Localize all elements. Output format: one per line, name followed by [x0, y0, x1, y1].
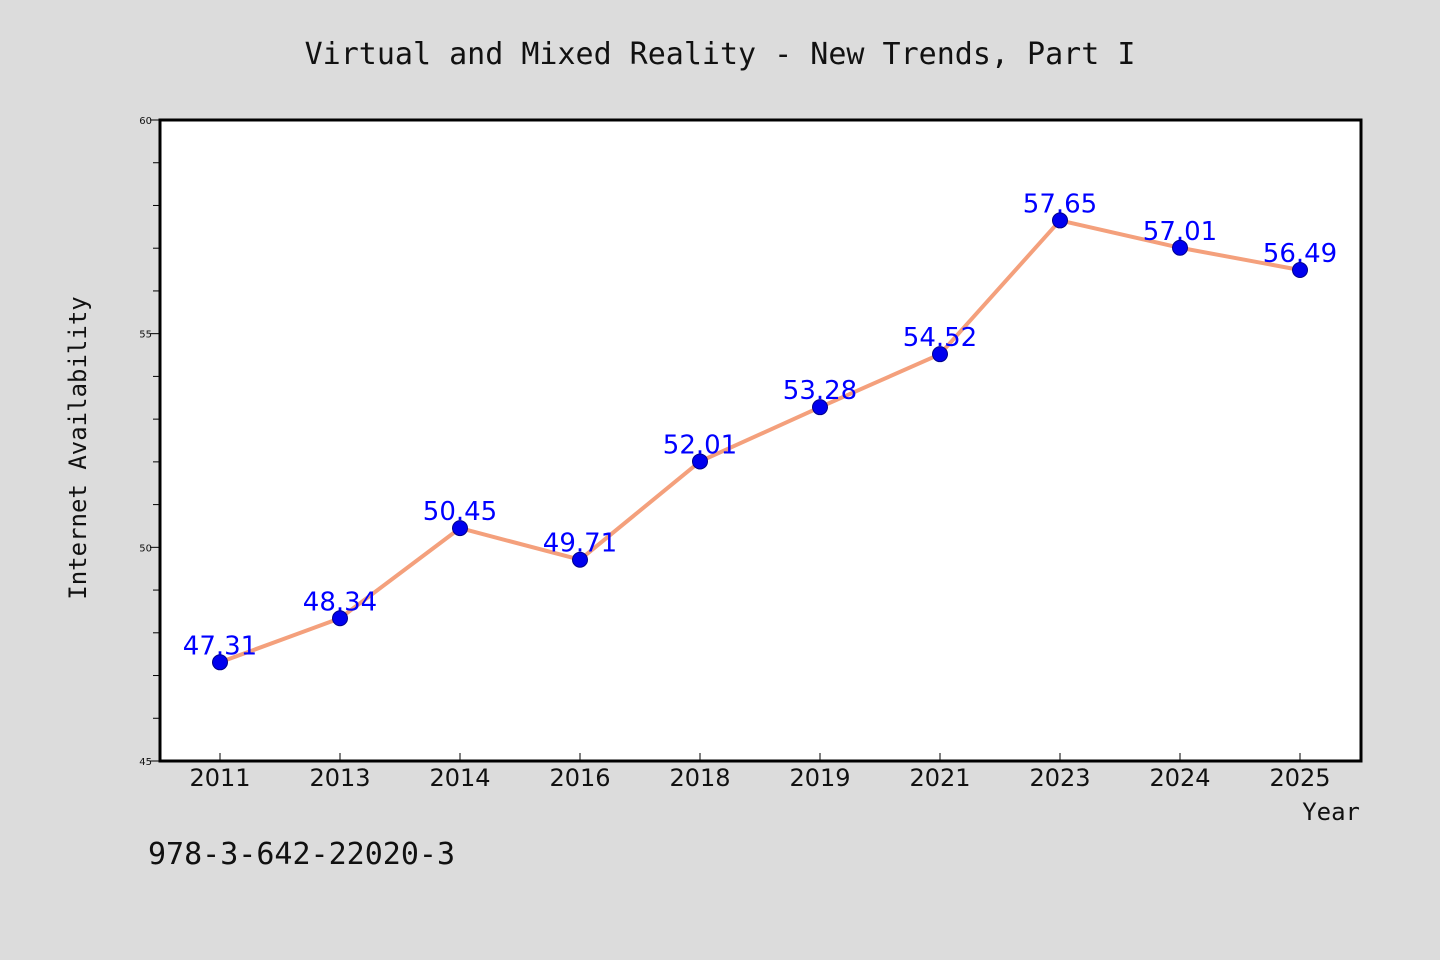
data-point-marker [1292, 261, 1308, 278]
chart-title: Virtual and Mixed Reality - New Trends, … [305, 37, 1136, 72]
data-point-marker [692, 453, 708, 470]
x-tick-label: 2023 [1029, 764, 1090, 792]
data-label: 57.01 [1143, 217, 1217, 247]
x-tick-label: 2016 [549, 764, 610, 792]
y-tick-label: 55 [139, 330, 152, 341]
x-tick-label: 2018 [669, 764, 730, 792]
data-label: 49.71 [543, 529, 617, 559]
data-point-marker [1172, 239, 1188, 256]
plot-area [158, 118, 1363, 763]
data-point-marker [332, 610, 348, 627]
y-tick-label: 45 [139, 757, 152, 768]
data-label: 48.34 [303, 587, 377, 617]
y-tick-label: 50 [139, 543, 152, 554]
x-axis-label: Year [1302, 798, 1360, 826]
y-axis: 45 50 55 60 [139, 116, 160, 768]
marker-group [212, 212, 1308, 671]
x-tick-label: 2025 [1269, 764, 1330, 792]
x-tick-label: 2014 [429, 764, 490, 792]
data-point-marker [1052, 212, 1068, 229]
data-point-marker [812, 399, 828, 416]
data-label: 56.49 [1263, 239, 1337, 269]
y-tick-label: 60 [139, 116, 152, 127]
data-label: 50.45 [423, 497, 497, 527]
data-point-marker [212, 654, 228, 671]
x-tick-label: 2019 [789, 764, 850, 792]
x-tick-label: 2021 [909, 764, 970, 792]
data-point-marker [932, 346, 948, 363]
data-label: 57.65 [1023, 189, 1097, 219]
x-tick-label: 2024 [1149, 764, 1210, 792]
data-label-group: 47.31 48.34 50.45 49.71 52.01 53.28 54.52 57.65… [183, 189, 1337, 661]
x-tick-label: 2013 [309, 764, 370, 792]
data-point-marker [452, 520, 468, 537]
data-label: 54.52 [903, 323, 977, 353]
x-axis: 2011 2013 2014 2016 2018 2019 2021 2023 2024 2025 [189, 753, 1331, 792]
data-label: 53.28 [783, 376, 857, 406]
y-axis-label: Internet Availability [64, 296, 92, 599]
data-point-marker [572, 551, 588, 568]
data-label: 47.31 [183, 631, 257, 661]
data-label: 52.01 [663, 430, 737, 460]
series-line [218, 218, 1302, 665]
series-line-group [218, 218, 1302, 665]
isbn-text: 978-3-642-22020-3 [148, 837, 455, 872]
x-tick-label: 2011 [189, 764, 250, 792]
